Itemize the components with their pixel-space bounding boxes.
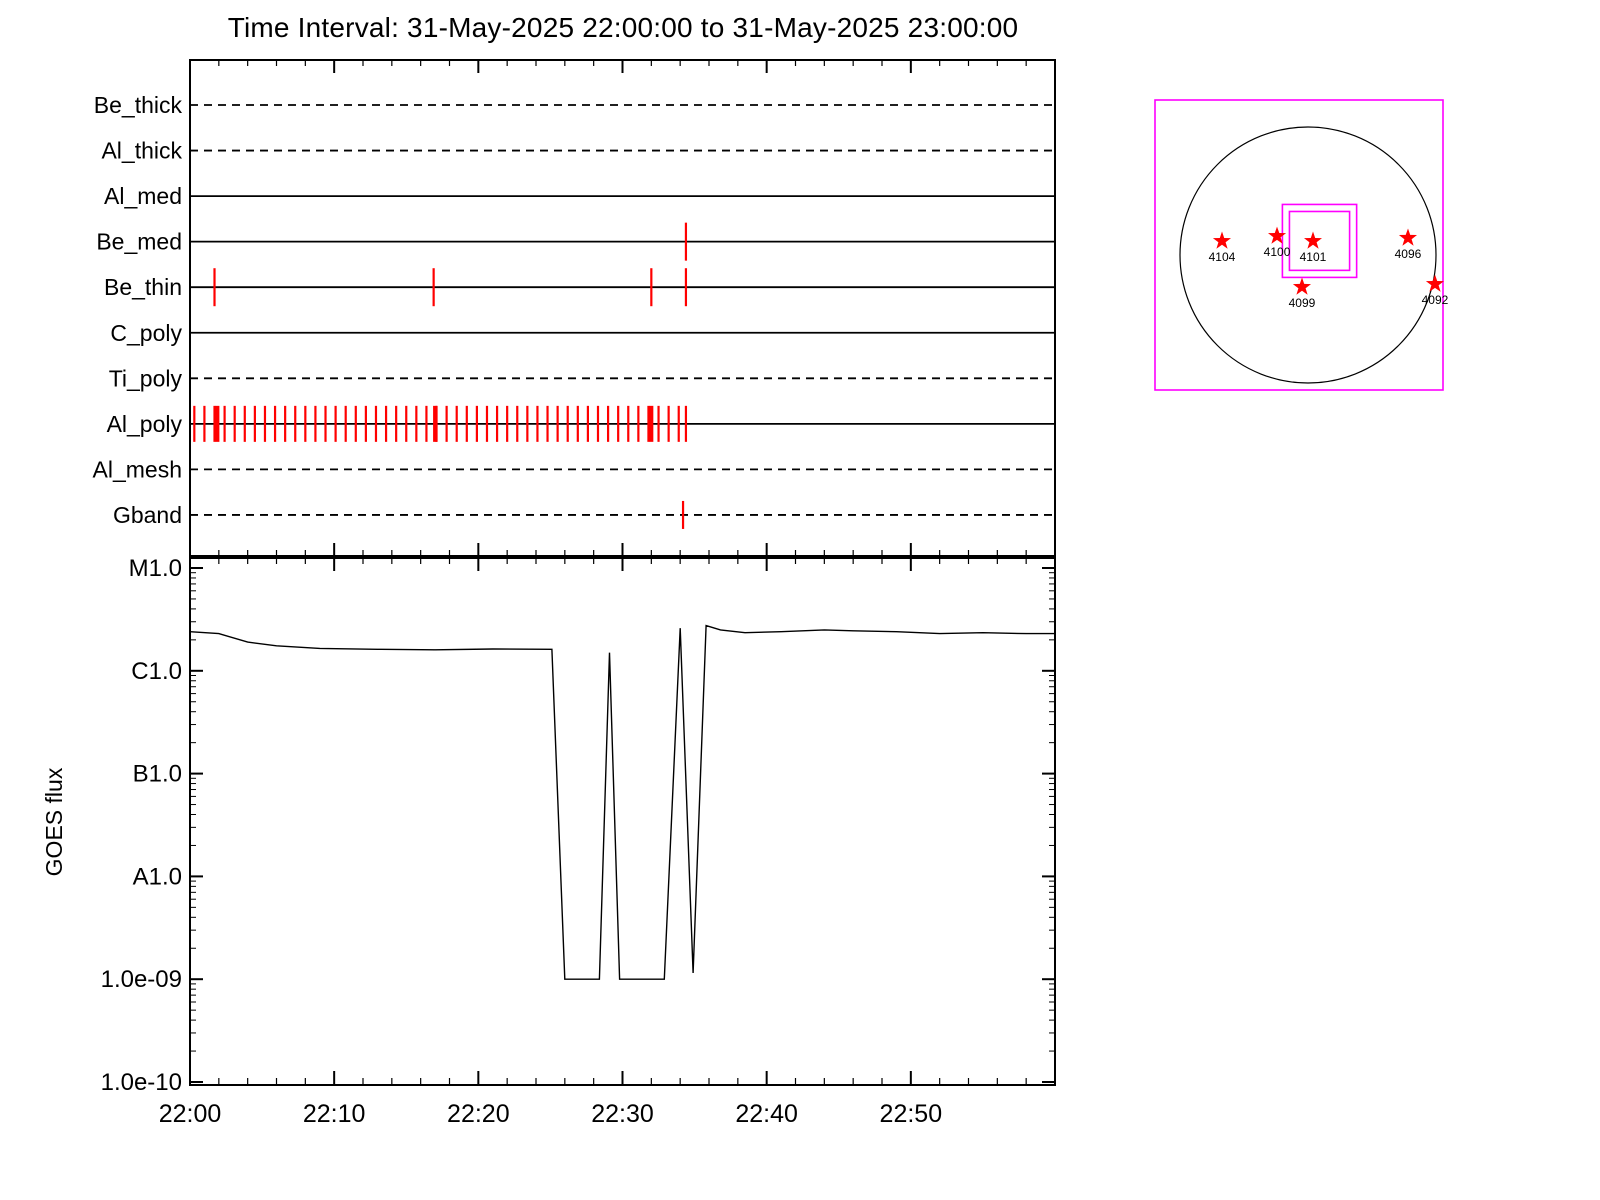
x-tick-label-22-40: 22:40 xyxy=(735,1100,798,1128)
goes-ylabel: GOES flux xyxy=(41,767,67,876)
active-region-star-4096 xyxy=(1398,228,1417,246)
filter-row-label-c-poly: C_poly xyxy=(110,320,182,346)
active-region-label-4092: 4092 xyxy=(1422,293,1449,307)
plot-title: Time Interval: 31-May-2025 22:00:00 to 3… xyxy=(227,12,1019,43)
goes-flux-curve xyxy=(189,624,1055,980)
active-region-star-4101 xyxy=(1304,231,1322,249)
filter-row-label-al-poly: Al_poly xyxy=(107,411,183,437)
x-tick-label-22-00: 22:00 xyxy=(159,1100,222,1128)
map-outer-frame xyxy=(1154,99,1444,391)
active-region-star-4092 xyxy=(1425,274,1444,292)
active-region-label-4100: 4100 xyxy=(1264,245,1291,259)
filter-row-label-be-thin: Be_thin xyxy=(104,274,182,300)
active-region-star-4100 xyxy=(1268,226,1287,244)
active-region-label-4101: 4101 xyxy=(1300,250,1327,264)
y-tick-label-1-0e-09: 1.0e-09 xyxy=(101,966,182,993)
filter-row-events-al-poly xyxy=(193,405,688,442)
x-tick-label-22-50: 22:50 xyxy=(880,1100,943,1128)
timeline-panel-frame xyxy=(189,59,1056,557)
x-tick-label-22-10: 22:10 xyxy=(303,1100,366,1128)
filter-row-label-gband: Gband xyxy=(113,502,182,528)
active-region-label-4104: 4104 xyxy=(1209,250,1236,264)
x-tick-label-22-20: 22:20 xyxy=(447,1100,510,1128)
solar-limb-circle xyxy=(1179,126,1437,384)
x-tick-label-22-30: 22:30 xyxy=(591,1100,654,1128)
filter-row-label-be-thick: Be_thick xyxy=(94,92,183,118)
active-region-star-4099 xyxy=(1292,277,1311,295)
y-tick-label-b1-0: B1.0 xyxy=(133,761,182,788)
y-tick-label-c1-0: C1.0 xyxy=(131,658,182,685)
y-tick-label-m1-0: M1.0 xyxy=(129,555,182,582)
active-region-star-4104 xyxy=(1212,231,1231,249)
filter-row-label-ti-poly: Ti_poly xyxy=(109,365,183,391)
filter-row-label-al-thick: Al_thick xyxy=(101,138,182,164)
active-region-label-4096: 4096 xyxy=(1395,247,1422,261)
xrt-fov-box xyxy=(1288,210,1351,272)
y-tick-label-1-0e-10: 1.0e-10 xyxy=(101,1069,182,1096)
y-tick-label-a1-0: A1.0 xyxy=(133,863,182,890)
filter-row-label-al-med: Al_med xyxy=(104,183,182,209)
active-region-label-4099: 4099 xyxy=(1289,296,1316,310)
filter-row-events-be-thin xyxy=(213,268,688,307)
xrt-fov-box xyxy=(1281,203,1358,279)
goes-panel-frame xyxy=(189,557,1056,1086)
filter-row-label-be-med: Be_med xyxy=(96,229,182,255)
filter-row-label-al-mesh: Al_mesh xyxy=(93,456,182,482)
